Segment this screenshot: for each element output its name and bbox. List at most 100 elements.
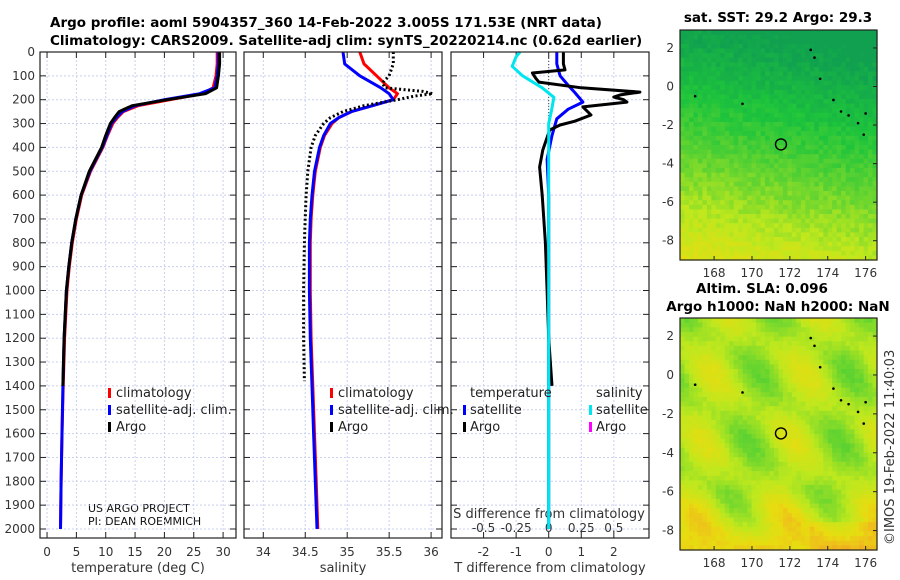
map-cell [760, 168, 766, 174]
map-cell [854, 466, 860, 472]
map-cell [729, 71, 735, 77]
x-tick-label: 25 [186, 545, 201, 559]
map-cell [760, 494, 766, 500]
map-cell [783, 410, 789, 416]
map-cell [791, 327, 797, 333]
map-cell [680, 131, 686, 137]
map-cell [711, 48, 717, 54]
map-cell [702, 466, 708, 472]
map-cell [756, 214, 762, 220]
map-cell [832, 154, 838, 160]
map-cell [859, 227, 865, 233]
map-cell [832, 373, 838, 379]
map-cell [720, 186, 726, 192]
map-cell [796, 168, 802, 174]
map-cell [832, 526, 838, 532]
map-cell [711, 232, 717, 238]
map-cell [796, 195, 802, 201]
map-cell [715, 517, 721, 523]
map-cell [724, 126, 730, 132]
map-cell [733, 373, 739, 379]
map-cell [818, 34, 824, 40]
map-cell [715, 163, 721, 169]
map-cell [868, 345, 874, 351]
map-cell [769, 401, 775, 407]
map-cell [769, 85, 775, 91]
map-cell [715, 499, 721, 505]
map-cell [697, 218, 703, 224]
map-cell [863, 80, 869, 86]
map-cell [760, 512, 766, 519]
map-cell [854, 209, 860, 215]
map-cell [702, 475, 708, 481]
island-marker [818, 77, 822, 81]
map-cell [845, 434, 851, 440]
map-cell [729, 415, 735, 421]
map-cell [863, 135, 869, 141]
map-cell [706, 443, 712, 449]
map-cell [684, 223, 690, 229]
map-cell [863, 540, 869, 546]
map-cell [868, 369, 874, 375]
map-cell [729, 94, 735, 100]
map-cell [724, 255, 730, 261]
map-cell [680, 172, 686, 178]
map-cell [706, 223, 712, 229]
map-cell [836, 364, 842, 370]
map-cell [791, 223, 797, 229]
y-tick-label: 900 [12, 260, 35, 274]
island-marker [741, 102, 744, 106]
map-cell [832, 112, 838, 118]
map-cell [859, 503, 865, 509]
map-cell [805, 369, 811, 375]
map-cell [747, 499, 753, 505]
map-cell [796, 350, 802, 356]
map-cell [738, 43, 744, 49]
map-cell [814, 209, 820, 215]
map-cell [697, 350, 703, 356]
map-cell [872, 447, 878, 454]
x-tick-label: -1 [510, 545, 522, 559]
map-cell [738, 181, 744, 187]
map-cell [720, 99, 726, 105]
map-cell [738, 401, 744, 407]
map-cell [818, 30, 824, 36]
map-cell [823, 94, 829, 100]
map-cell [796, 214, 802, 220]
map-cell [765, 494, 771, 500]
map-cell [774, 471, 780, 477]
map-cell [868, 438, 874, 444]
map-cell [800, 66, 806, 72]
map-cell [836, 186, 842, 192]
map-cell [738, 410, 744, 416]
map-cell [738, 480, 744, 486]
map-cell [787, 447, 793, 454]
map-cell [805, 536, 811, 542]
map-cell [859, 406, 865, 412]
map-cell [836, 429, 842, 435]
map-cell [872, 145, 878, 151]
map-cell [720, 526, 726, 532]
map-cell [765, 214, 771, 220]
map-cell [859, 387, 865, 393]
map-cell [742, 369, 748, 375]
map-cell [805, 214, 811, 220]
map-cell [724, 246, 730, 252]
map-cell [809, 508, 815, 514]
map-cell [769, 140, 775, 146]
map-cell [854, 392, 860, 398]
map-cell [814, 57, 820, 63]
map-cell [778, 255, 784, 261]
map-cell [697, 103, 703, 109]
map-cell [720, 531, 726, 537]
map-cell [868, 415, 874, 421]
map-cell [693, 112, 699, 118]
map-cell [689, 396, 695, 403]
map-cell [809, 503, 815, 509]
map-cell [706, 424, 712, 430]
map-cell [715, 122, 721, 128]
map-cell [751, 57, 757, 63]
figure-title-line1: Argo profile: aoml 5904357_360 14-Feb-20… [50, 15, 602, 31]
map-cell [689, 122, 695, 128]
map-cell [774, 62, 780, 68]
